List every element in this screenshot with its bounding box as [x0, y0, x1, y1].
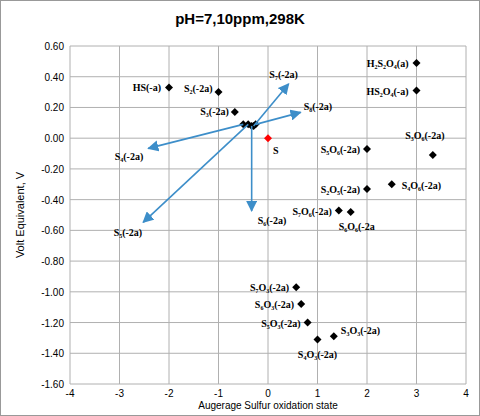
point-label: S₄O₃(-2a)	[298, 349, 337, 361]
point	[304, 319, 312, 327]
point-label: S₇O₆(-2a)	[292, 206, 331, 218]
labels: HS(-a) S₂(-2a) S₃(-2a) S₄(-2a) S₅(-2a) S₆(-2a…	[114, 58, 445, 362]
y-tick-label: -1.60	[41, 379, 64, 390]
title: pH=7,10ppm,298K	[175, 10, 305, 27]
point	[413, 59, 421, 67]
point	[314, 335, 322, 343]
x-tick-label: -1	[214, 388, 223, 399]
point	[363, 145, 371, 153]
y-tick-label: -0.20	[41, 164, 64, 175]
grid-line	[466, 46, 467, 384]
point-label: S₆O₃(-2a)	[255, 299, 294, 311]
point	[215, 88, 223, 96]
point-label: S₅(-2a)	[114, 227, 143, 239]
y-axis-title: Volt Equivalent, V	[14, 171, 26, 258]
y-tick-label: -1.40	[41, 348, 64, 359]
point	[297, 300, 305, 308]
y-tick-label: -0.40	[41, 195, 64, 206]
point	[231, 108, 239, 116]
point-label: S₇(-2a)	[269, 69, 298, 81]
y-tick-label: -0.80	[41, 256, 64, 267]
point-label: H₂S₂O₄(a)	[367, 58, 409, 70]
point	[165, 83, 173, 91]
point	[292, 283, 300, 291]
y-tick-label: -0.60	[41, 225, 64, 236]
point-label: S₂O₅(-2a)	[321, 184, 360, 196]
point	[264, 134, 272, 142]
x-tick-label: 1	[315, 388, 321, 399]
point-label: S₆O₆(-2a	[339, 221, 375, 233]
points	[165, 59, 437, 344]
annotation-arrow	[256, 112, 301, 124]
y-tick-label: -1.00	[41, 287, 64, 298]
point-label: S₃O₆(-2a)	[405, 130, 444, 142]
grid-line	[119, 46, 120, 384]
point-label: S₅O₆(-2a)	[321, 144, 360, 156]
point-label: S₄(-2a)	[115, 151, 144, 163]
point-label: S₃(-2a)	[200, 106, 229, 118]
point	[413, 87, 421, 95]
point	[347, 208, 355, 216]
point	[330, 332, 338, 340]
point	[429, 151, 437, 159]
y-tick-label: 0.00	[45, 133, 65, 144]
frame	[1, 1, 480, 416]
point-label: S₂(-2a)	[184, 83, 213, 95]
grid-line	[169, 46, 170, 384]
point-label: S₃O₃(-2a)	[341, 325, 380, 337]
point	[388, 180, 396, 188]
point-label: HS(-a)	[133, 82, 161, 94]
annotation-arrow	[143, 124, 248, 222]
point-label: S₆(-2a)	[258, 215, 287, 227]
y-tick-label: 0.20	[45, 102, 65, 113]
x-tick-label: -4	[66, 388, 75, 399]
x-tick-label: -2	[165, 388, 174, 399]
annotation-arrow	[251, 126, 253, 211]
grid-line	[218, 46, 219, 384]
grid-line	[70, 46, 71, 384]
x-tick-label: 2	[364, 388, 370, 399]
point	[363, 185, 371, 193]
x-tick-label: -3	[115, 388, 124, 399]
x-tick-label: 0	[265, 388, 271, 399]
annotation-arrow	[148, 124, 243, 148]
y-tick-label: -1.20	[41, 318, 64, 329]
grid-line	[416, 46, 417, 384]
point	[335, 206, 343, 214]
point-label: S₅O₃(-2a)	[261, 318, 300, 330]
y-tick-label: 0.60	[45, 41, 65, 52]
point-label: S₇O₃(-2a)	[250, 282, 289, 294]
point-label: HS₂O₄(-a)	[366, 86, 408, 98]
point-label: S₄O₆(-2a)	[402, 180, 441, 192]
x-axis-title: Augerage Sulfur oxidation state	[198, 400, 338, 411]
y-tick-label: 0.40	[45, 72, 65, 83]
point-label: S₈(-2a)	[304, 101, 333, 113]
x-tick-label: 3	[414, 388, 420, 399]
chart: pH=7,10ppm,298K -1.60 -1.40 -1.20 -1.00 -0.80…	[0, 0, 480, 416]
point-label: S	[273, 145, 279, 156]
x-tick-label: 4	[463, 388, 469, 399]
